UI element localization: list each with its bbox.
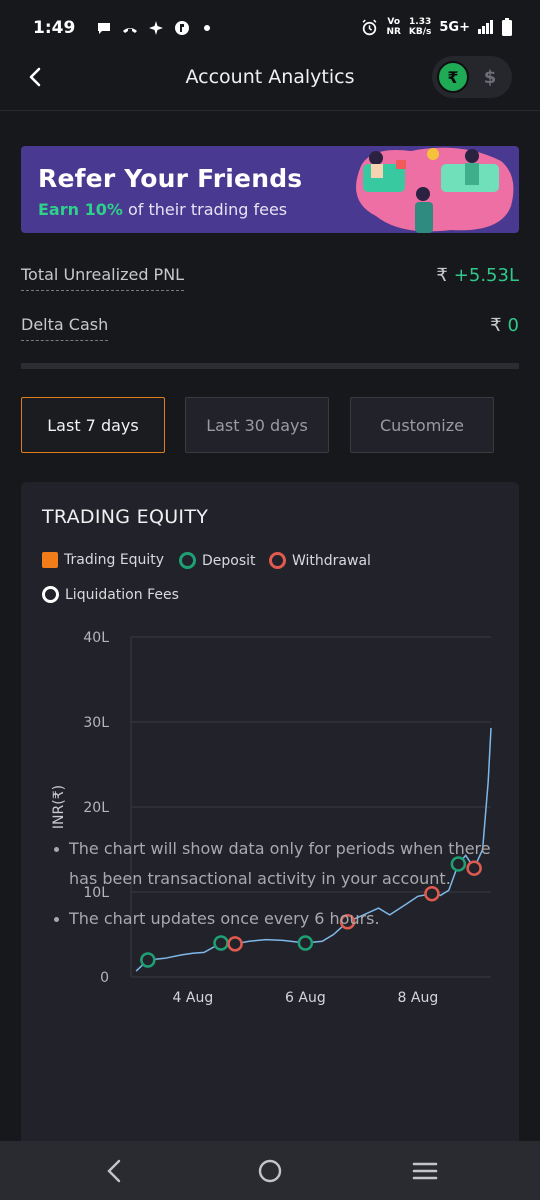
y-axis-label: INR(₹) bbox=[51, 785, 67, 829]
x-axis-ticks: 4 Aug 6 Aug 8 Aug bbox=[173, 990, 439, 1006]
banner-title: Refer Your Friends bbox=[38, 164, 303, 193]
y-tick-label: 40L bbox=[83, 630, 109, 646]
chat-bubble-icon bbox=[98, 23, 110, 34]
chart-notes: The chart will show data only for period… bbox=[54, 834, 504, 944]
x-tick-label: 8 Aug bbox=[398, 990, 439, 1006]
referral-banner[interactable]: Refer Your Friends Earn 10% of their tra… bbox=[21, 146, 519, 233]
usd-currency-button[interactable]: $ bbox=[483, 66, 497, 88]
page-title: Account Analytics bbox=[185, 66, 355, 88]
delta-cash-label[interactable]: Delta Cash bbox=[21, 315, 109, 341]
legend-liquidation-fees[interactable]: Liquidation Fees bbox=[42, 586, 179, 603]
deposit-marker bbox=[450, 856, 467, 872]
app-badge-icon bbox=[175, 21, 189, 35]
rupee-symbol: ₹ bbox=[490, 315, 502, 336]
nav-home-icon[interactable] bbox=[255, 1156, 285, 1186]
inr-currency-button[interactable]: ₹ bbox=[437, 61, 469, 93]
spark-icon bbox=[149, 21, 163, 35]
legend-deposit-label: Deposit bbox=[202, 552, 256, 569]
deposit-marker bbox=[297, 935, 314, 951]
legend-liquidation-fees-label: Liquidation Fees bbox=[65, 586, 179, 603]
delta-cash-amount: 0 bbox=[507, 315, 519, 336]
withdrawal-marker bbox=[227, 936, 243, 952]
tab-last-30-days[interactable]: Last 30 days bbox=[185, 397, 329, 453]
status-bar: 1:49 Vo NR 1.33 KB/s 5G+ bbox=[0, 0, 540, 56]
x-tick-label: 6 Aug bbox=[285, 990, 326, 1006]
status-system-icons: Vo NR 1.33 KB/s 5G+ bbox=[361, 17, 512, 37]
y-tick-label: 20L bbox=[83, 800, 109, 816]
tab-last-7-days[interactable]: Last 7 days bbox=[21, 397, 165, 453]
legend-deposit[interactable]: Deposit bbox=[179, 552, 256, 569]
header-bar: Account Analytics ₹ $ bbox=[0, 56, 540, 111]
y-tick-label: 10L bbox=[83, 885, 109, 901]
unrealized-pnl-amount: +5.53L bbox=[453, 265, 519, 286]
data-rate-unit: KB/s bbox=[408, 27, 432, 37]
tab-customize[interactable]: Customize bbox=[350, 397, 494, 453]
volte-top-label: Vo bbox=[387, 17, 400, 27]
nav-recents-icon[interactable] bbox=[410, 1156, 440, 1186]
data-rate: 1.33 KB/s bbox=[409, 17, 431, 37]
banner-subtitle: Earn 10% of their trading fees bbox=[38, 200, 287, 219]
more-notifications-dot-icon bbox=[204, 25, 210, 31]
volte-bottom-label: NR bbox=[386, 27, 401, 37]
status-notification-icons bbox=[96, 20, 210, 36]
deposit-marker-icon bbox=[179, 552, 196, 569]
chart-markers bbox=[140, 856, 482, 968]
referral-illustration-icon bbox=[356, 147, 514, 233]
nav-back-icon[interactable] bbox=[99, 1156, 129, 1186]
trading-equity-chart[interactable]: 0 10L 20L 30L 40L 4 Aug 6 Aug 8 Aug INR(₹) bbox=[21, 482, 519, 1022]
volte-indicator: Vo NR bbox=[386, 17, 400, 37]
unrealized-pnl-label[interactable]: Total Unrealized PNL bbox=[21, 265, 185, 291]
unrealized-pnl-row: Total Unrealized PNL ₹ +5.53L bbox=[21, 265, 519, 295]
y-tick-label: 30L bbox=[83, 715, 109, 731]
battery-icon bbox=[502, 18, 512, 36]
rupee-symbol: ₹ bbox=[436, 265, 448, 286]
unrealized-pnl-value: ₹ +5.53L bbox=[436, 265, 519, 286]
y-axis-ticks: 0 10L 20L 30L 40L bbox=[83, 630, 109, 986]
legend-trading-equity[interactable]: Trading Equity bbox=[42, 552, 164, 568]
card-title: TRADING EQUITY bbox=[42, 506, 209, 528]
withdrawal-marker bbox=[339, 914, 356, 930]
missed-call-icon bbox=[123, 28, 137, 33]
banner-subtitle-rest: of their trading fees bbox=[122, 200, 288, 219]
chart-note: The chart updates once every 6 hours. bbox=[54, 904, 504, 934]
withdrawal-marker-icon bbox=[269, 552, 286, 569]
trading-equity-swatch-icon bbox=[42, 552, 58, 568]
chart-note: The chart will show data only for period… bbox=[54, 834, 504, 894]
x-tick-label: 4 Aug bbox=[173, 990, 214, 1006]
liquidation-fee-marker-icon bbox=[42, 586, 59, 603]
delta-cash-value: ₹0 bbox=[490, 315, 519, 336]
network-type: 5G+ bbox=[439, 19, 470, 35]
withdrawal-marker bbox=[424, 885, 440, 902]
trading-equity-card: TRADING EQUITY Trading Equity Deposit Wi… bbox=[21, 482, 519, 1162]
withdrawal-marker bbox=[466, 860, 482, 876]
signal-strength-icon bbox=[478, 20, 493, 34]
status-time: 1:49 bbox=[33, 18, 76, 38]
system-nav-bar bbox=[0, 1141, 540, 1200]
legend-withdrawal-label: Withdrawal bbox=[292, 552, 371, 569]
data-rate-value: 1.33 bbox=[409, 17, 432, 27]
legend-withdrawal[interactable]: Withdrawal bbox=[269, 552, 371, 569]
banner-highlight: Earn 10% bbox=[38, 200, 123, 219]
y-tick-label: 0 bbox=[100, 970, 109, 986]
alarm-icon bbox=[363, 19, 377, 35]
currency-toggle[interactable]: ₹ $ bbox=[432, 56, 512, 98]
deposit-marker bbox=[140, 952, 156, 968]
legend-trading-equity-label: Trading Equity bbox=[64, 552, 165, 568]
section-divider bbox=[21, 363, 519, 369]
back-arrow-icon[interactable] bbox=[22, 62, 52, 92]
delta-cash-row: Delta Cash ₹0 bbox=[21, 315, 519, 345]
